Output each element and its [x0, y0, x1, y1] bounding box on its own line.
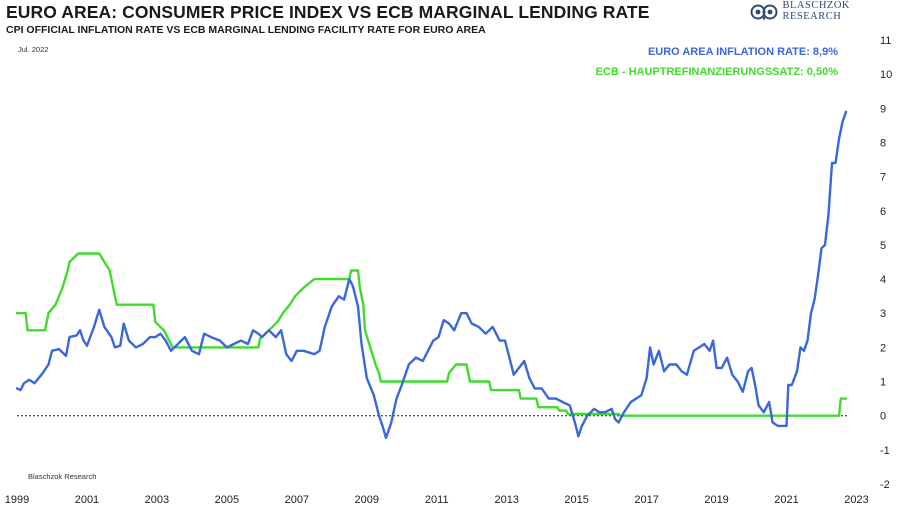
x-tick-label: 2021 — [774, 494, 798, 506]
owl-logo-icon — [750, 4, 778, 21]
chart-title: EURO AREA: CONSUMER PRICE INDEX VS ECB M… — [6, 2, 650, 22]
x-tick-label: 2019 — [704, 494, 728, 506]
y-tick-label: 10 — [880, 69, 892, 81]
x-tick-label: 2005 — [215, 494, 239, 506]
y-tick-label: 3 — [880, 308, 886, 320]
y-tick-label: -2 — [880, 479, 890, 491]
y-tick-label: 4 — [880, 274, 886, 286]
y-tick-label: 8 — [880, 137, 886, 149]
x-tick-label: 2023 — [844, 494, 868, 506]
x-tick-label: 2007 — [285, 494, 309, 506]
x-tick-label: 2017 — [634, 494, 658, 506]
y-tick-label: 0 — [880, 411, 886, 423]
source-label: Blaschzok Research — [28, 472, 97, 481]
logo-line-2: RESEARCH — [782, 10, 842, 22]
series-line-0 — [15, 110, 848, 440]
legend-inflation: EURO AREA INFLATION RATE: 8,9% — [647, 46, 838, 58]
y-tick-label: 1 — [880, 377, 886, 389]
y-tick-label: 7 — [880, 172, 886, 184]
y-tick-label: 5 — [880, 240, 886, 252]
date-label: Jul. 2022 — [18, 45, 49, 54]
x-tick-label: 2015 — [564, 494, 588, 506]
x-tick-label: 1999 — [5, 494, 29, 506]
y-tick-label: 9 — [880, 103, 886, 115]
logo: BLASCHZOK RESEARCH — [750, 0, 850, 22]
chart-subtitle: CPI OFFICIAL INFLATION RATE VS ECB MARGI… — [6, 24, 486, 36]
y-tick-label: 2 — [880, 342, 886, 354]
legend-ecb-rate: ECB - HAUPTREFINANZIERUNGSSATZ: 0,50% — [595, 66, 838, 78]
x-tick-label: 2009 — [355, 494, 379, 506]
x-tick-label: 2001 — [75, 494, 99, 506]
x-tick-label: 2011 — [425, 494, 449, 506]
x-tick-label: 2013 — [494, 494, 518, 506]
y-tick-label: -1 — [880, 445, 890, 457]
logo-line-1: BLASCHZOK — [782, 0, 850, 11]
y-tick-label: 11 — [880, 35, 891, 47]
y-tick-label: 6 — [880, 206, 886, 218]
series-line-1 — [15, 252, 848, 417]
x-tick-label: 2003 — [145, 494, 169, 506]
